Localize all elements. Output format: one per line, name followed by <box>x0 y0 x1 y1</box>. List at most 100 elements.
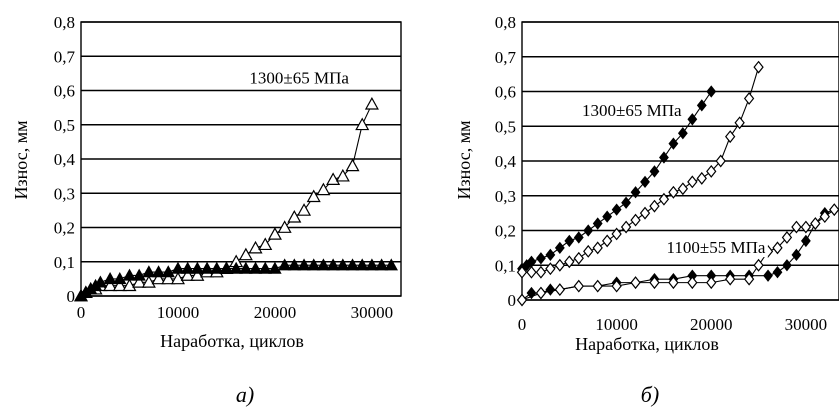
chart-a-series-0-point <box>335 168 350 182</box>
chart-b-y-tick-label: 0,8 <box>495 13 516 32</box>
chart-a-annotation-bg <box>247 68 352 88</box>
chart-b-y-tick-label: 0,6 <box>495 83 516 102</box>
chart-b-series-1-point <box>687 175 698 189</box>
chart-a-series-1-point <box>122 268 137 281</box>
chart-b-series-0-point <box>696 99 707 112</box>
chart-b-series-3-point <box>706 276 717 290</box>
chart-a-series-0-point <box>258 237 273 251</box>
chart-b-series-3-point <box>535 286 547 300</box>
chart-a-series-0-point <box>103 278 118 292</box>
chart-a-series-1-point <box>268 261 282 274</box>
chart-b-x-tick-label: 0 <box>518 315 527 334</box>
chart-a-y-tick-label: 0,2 <box>54 219 75 238</box>
chart-a-series-1-point <box>239 261 253 274</box>
chart-a-annotation: 1300±65 МПа <box>249 69 349 88</box>
chart-a-series-1-point <box>132 268 146 281</box>
chart-b-series-0-point <box>659 151 669 164</box>
chart-b-series-3-point <box>725 272 736 286</box>
chart-b-series-1-point <box>583 244 594 258</box>
chart-b-series-2-point <box>791 248 802 261</box>
chart-b: 0 0,1 0,2 0,3 0,4 0,5 0,6 0,7 0,8 0 10000 20000 300… <box>454 13 839 407</box>
chart-a-y-tick-label: 0,6 <box>54 82 75 101</box>
chart-a-series-0-point <box>238 247 253 261</box>
chart-b-series-1-point <box>630 213 641 227</box>
chart-a-annotations: 1300±65 МПа <box>247 68 352 88</box>
chart-b-series-1-point <box>573 251 584 265</box>
chart-b-series-1-point <box>706 164 717 178</box>
chart-b-y-axis-label: Износ, мм <box>454 121 474 200</box>
chart-a-series-1-point <box>307 258 321 271</box>
chart-a-gridlines <box>81 21 401 297</box>
chart-a-series-1-point <box>171 261 185 274</box>
chart-a-series-1-point <box>180 261 195 274</box>
chart-a-x-tick-label: 0 <box>77 303 86 322</box>
chart-b-series-0-point <box>536 252 546 265</box>
chart-b-series-0-point <box>564 234 575 248</box>
chart-b-series-0-point <box>687 113 698 126</box>
chart-a-y-tick-label: 0,4 <box>54 150 76 169</box>
chart-b-series-3-point <box>592 279 603 293</box>
chart-a-series-0-point <box>297 203 312 216</box>
chart-b-y-tick-label: 0,3 <box>495 187 516 206</box>
chart-b-series-3-point <box>611 279 622 293</box>
chart-b-series-1-point <box>545 262 556 276</box>
chart-a-series-1-point <box>336 258 350 271</box>
chart-b-series-3-point <box>829 203 839 217</box>
chart-b-x-ticks: 0 10000 20000 30000 <box>518 315 827 334</box>
chart-a-series-0-point <box>364 96 379 110</box>
chart-b-series-3-point <box>554 283 566 297</box>
chart-a-series-1-point <box>190 261 205 274</box>
chart-a-x-tick-label: 30000 <box>351 303 394 322</box>
chart-a-caption: а) <box>236 382 254 407</box>
chart-b-y-tick-label: 0,1 <box>495 256 516 275</box>
chart-a-series-1-point <box>345 258 360 271</box>
chart-a-series-0-point <box>170 271 185 285</box>
chart-b-plot-border <box>521 21 839 301</box>
chart-b-series-3-point <box>753 258 764 272</box>
chart-b-y-ticks: 0 0,1 0,2 0,3 0,4 0,5 0,6 0,7 0,8 <box>495 13 517 310</box>
chart-b-series-0-point <box>611 203 622 216</box>
chart-a-series-1-point <box>219 261 234 274</box>
chart-b-x-tick-label: 10000 <box>595 315 638 334</box>
chart-b-series-0-point <box>602 210 613 223</box>
chart-b-series-0-point <box>545 248 556 261</box>
chart-a-series-1-point <box>200 261 214 274</box>
chart-a-series-1-point <box>374 258 389 271</box>
chart-a-series-1-point <box>93 275 108 288</box>
chart-a-series-0-point <box>190 268 205 281</box>
chart-a-y-tick-label: 0,7 <box>54 47 76 66</box>
chart-b-series-2-point <box>545 283 556 296</box>
chart-a-series-1-point <box>384 258 398 271</box>
chart-a-series-1-point <box>229 261 243 274</box>
chart-b-annotation: 1300±65 МПа <box>582 101 682 120</box>
chart-a-y-tick-label: 0,3 <box>54 184 75 203</box>
chart-a-y-tick-label: 0,1 <box>54 253 75 272</box>
chart-b-series-1-point <box>668 185 679 199</box>
chart-b-y-tick-label: 0 <box>508 291 517 310</box>
chart-a-series-0-point <box>267 227 282 240</box>
chart-a-series-0-point <box>316 182 331 196</box>
chart-a-series-0-point <box>345 158 360 172</box>
chart-b-y-tick-label: 0,2 <box>495 222 516 241</box>
chart-a-series-0-point <box>287 209 302 223</box>
chart-a-series-1-point <box>316 258 331 271</box>
chart-b-series-0-point <box>592 217 603 230</box>
chart-a-y-axis-label: Износ, мм <box>11 121 31 200</box>
chart-b-series-3-point <box>772 241 783 255</box>
chart-a-y-tick-label: 0,8 <box>54 13 75 32</box>
chart-b-series-1-point <box>715 154 726 168</box>
chart-a-series-0-point <box>161 271 176 285</box>
chart-b-series-0-point <box>573 231 584 244</box>
chart-b-series-1-point <box>753 60 764 74</box>
chart-b-series-3-point <box>791 220 802 234</box>
chart-a-series-0-point <box>355 117 370 131</box>
chart-a-x-tick-label: 10000 <box>157 303 200 322</box>
chart-b-series-3-point <box>630 276 641 290</box>
chart-b-series-3-point <box>649 276 660 290</box>
chart-b-series-0-point <box>630 186 641 199</box>
chart-a-series-1-point <box>142 265 156 278</box>
chart-a-series-0-point <box>326 172 341 185</box>
chart-a-series-0-point <box>141 275 156 288</box>
chart-a-series-1-point <box>277 258 292 271</box>
